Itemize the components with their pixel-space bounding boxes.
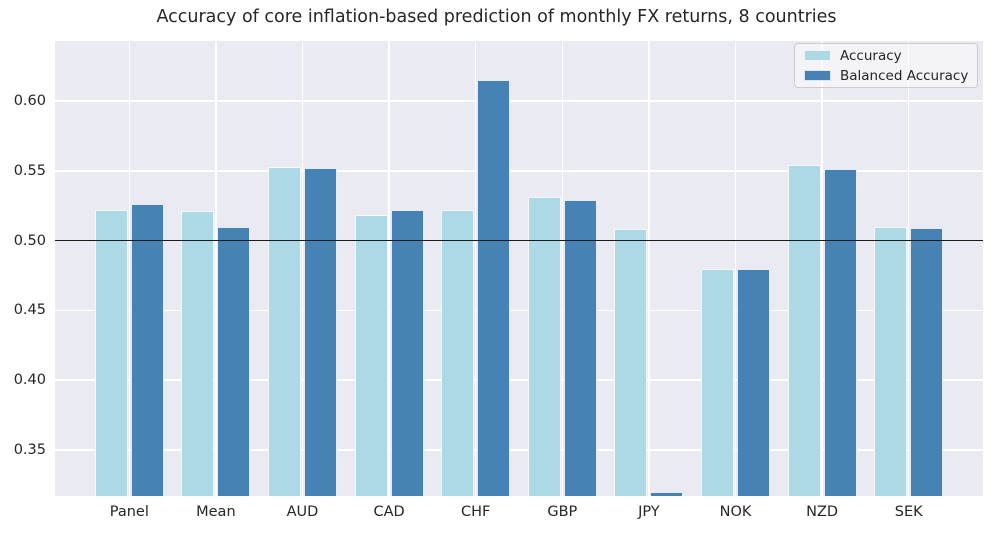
bar-accuracy-aud [268,166,301,496]
x-tick-label: NOK [719,504,752,520]
bar-balanced-accuracy-sek [910,228,944,496]
legend: Accuracy Balanced Accuracy [794,43,978,88]
x-tick-label: Panel [109,504,149,520]
gridline-horizontal [55,309,983,312]
bar-balanced-accuracy-nzd [823,169,857,496]
legend-entry-accuracy: Accuracy [804,48,977,64]
bar-balanced-accuracy-chf [477,80,511,496]
legend-label-accuracy: Accuracy [840,47,902,64]
x-tick-label: GBP [547,504,578,520]
bar-accuracy-cad [354,215,388,496]
bar-balanced-accuracy-panel [130,204,164,496]
legend-label-balanced-accuracy: Balanced Accuracy [840,67,969,84]
gridline-vertical [821,41,823,496]
y-tick-label: 0.35 [13,441,46,458]
bar-accuracy-panel [94,209,128,496]
bar-accuracy-jpy [614,229,648,496]
gridline-horizontal [55,449,983,451]
bar-balanced-accuracy-aud [304,168,337,496]
gridline-vertical [907,41,910,496]
bar-balanced-accuracy-nok [737,268,770,496]
x-tick-label: Mean [196,504,236,520]
chart-title: Accuracy of core inflation-based predict… [156,7,837,27]
y-tick-label: 0.40 [13,372,46,389]
gridline-vertical [474,41,477,496]
bar-balanced-accuracy-mean [217,226,251,496]
y-tick-label: 0.45 [13,302,46,319]
legend-entry-balanced-accuracy: Balanced Accuracy [804,68,977,84]
x-tick-label: AUD [286,504,319,520]
gridline-vertical [388,41,390,496]
gridline-vertical [734,41,737,496]
gridline-horizontal [55,100,983,102]
reference-line [55,239,983,242]
bar-accuracy-nzd [787,165,821,496]
x-tick-label: CHF [461,504,491,520]
bar-accuracy-mean [181,211,215,496]
y-tick-label: 0.55 [13,162,46,179]
legend-swatch-balanced-accuracy [804,70,831,81]
y-tick-label: 0.60 [13,93,46,109]
bar-accuracy-chf [441,209,475,496]
plot-area [55,41,983,496]
x-tick-label: NZD [806,504,839,520]
gridline-vertical [648,41,650,496]
bar-accuracy-sek [874,226,908,496]
gridline-vertical [128,41,131,496]
legend-swatch-accuracy [804,50,831,61]
x-tick-label: CAD [373,504,405,520]
bar-accuracy-nok [701,268,734,496]
bar-accuracy-gbp [527,197,561,496]
bar-balanced-accuracy-gbp [563,200,597,496]
gridline-vertical [561,41,564,496]
gridline-vertical [301,41,304,496]
gridline-horizontal [55,170,983,172]
bar-balanced-accuracy-jpy [650,491,684,496]
x-tick-label: SEK [894,504,923,520]
y-tick-label: 0.50 [13,232,46,249]
gridline-horizontal [55,379,983,381]
bar-balanced-accuracy-cad [390,209,424,496]
x-tick-label: JPY [638,504,660,520]
gridline-vertical [215,41,217,496]
